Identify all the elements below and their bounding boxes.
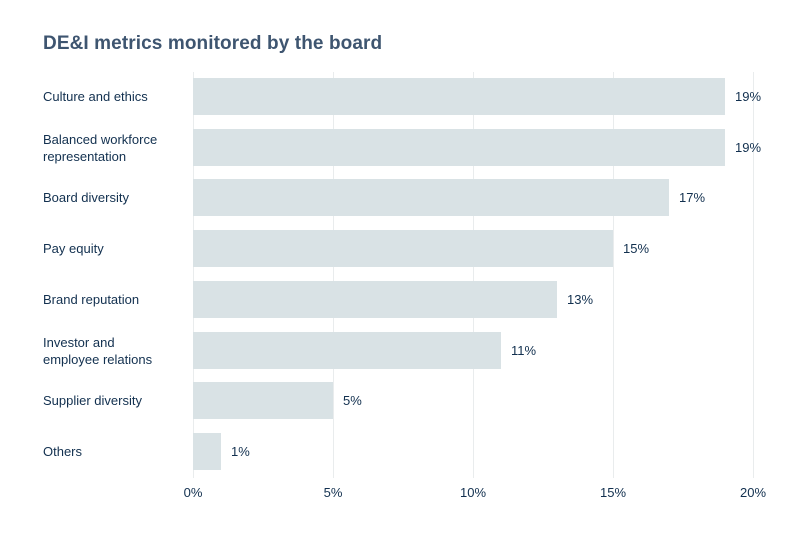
value-label: 11% [511,343,537,358]
value-label: 19% [735,89,762,104]
category-label: Investor and employee relations [43,334,153,367]
category-label: Supplier diversity [43,393,142,408]
bar [193,179,669,216]
grid-line [753,72,754,478]
value-label: 19% [735,140,762,155]
x-tick-label: 5% [323,485,343,500]
x-tick-label: 0% [183,485,203,500]
grid-line [333,72,334,478]
category-label: Culture and ethics [43,89,148,104]
category-label: Board diversity [43,190,129,205]
bar [193,382,333,419]
x-tick-label: 10% [459,485,487,500]
grid-line [193,72,194,478]
category-label: Others [43,444,83,459]
grid-line [613,72,614,478]
bar [193,281,557,318]
bar [193,129,725,166]
value-label: 17% [679,190,706,205]
category-label: Pay equity [43,241,104,256]
category-label: Brand reputation [43,292,140,307]
bar [193,230,613,267]
category-label: Balanced workforce representation [43,131,158,164]
bar [193,433,221,470]
bar [193,332,501,369]
value-label: 1% [231,444,250,459]
value-label: 13% [567,292,594,307]
value-label: 15% [623,241,650,256]
chart-title: DE&I metrics monitored by the board [43,33,383,54]
x-tick-label: 15% [599,485,627,500]
bar [193,78,725,115]
value-label: 5% [343,393,362,408]
x-tick-label: 20% [739,485,767,500]
grid-line [473,72,474,478]
